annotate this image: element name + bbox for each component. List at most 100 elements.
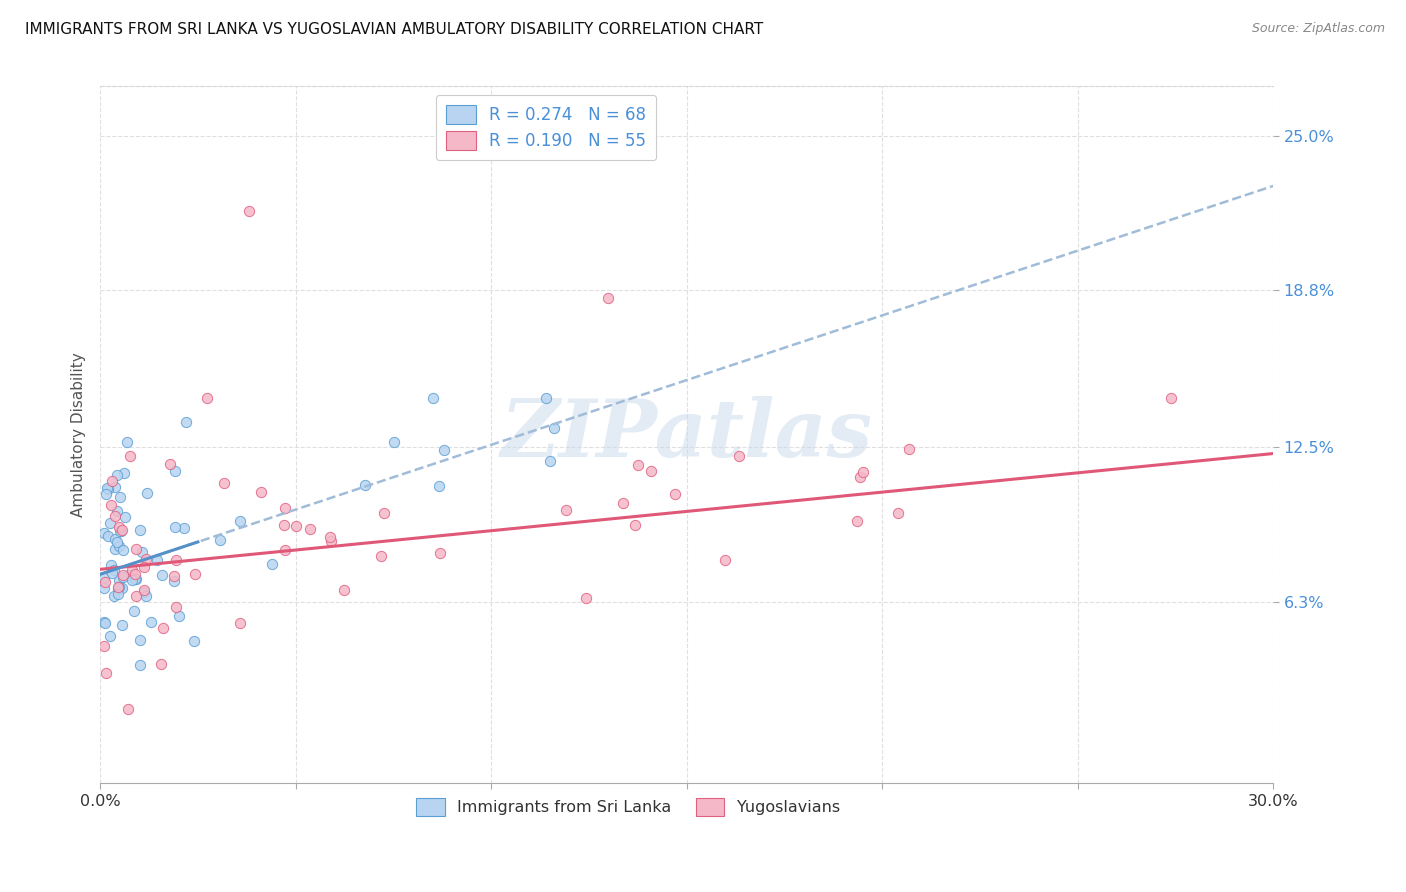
Point — [167, 608, 190, 623]
Point — [612, 496, 634, 510]
Point — [422, 391, 444, 405]
Point — [229, 514, 252, 528]
Point — [152, 621, 174, 635]
Point — [96, 487, 118, 501]
Point — [104, 480, 127, 494]
Point — [163, 569, 186, 583]
Point — [131, 544, 153, 558]
Point — [183, 633, 205, 648]
Point — [163, 574, 186, 588]
Point — [122, 603, 145, 617]
Y-axis label: Ambulatory Disability: Ambulatory Disability — [72, 352, 86, 517]
Point — [134, 560, 156, 574]
Point — [321, 534, 343, 549]
Point — [108, 520, 131, 534]
Point — [273, 518, 295, 533]
Point — [111, 581, 134, 595]
Point — [111, 617, 134, 632]
Point — [112, 570, 135, 584]
Point — [124, 589, 146, 603]
Point — [250, 485, 273, 500]
Legend: Immigrants from Sri Lanka, Yugoslavians: Immigrants from Sri Lanka, Yugoslavians — [408, 789, 848, 824]
Point — [97, 483, 120, 497]
Point — [105, 504, 128, 518]
Point — [97, 529, 120, 543]
Point — [150, 568, 173, 582]
Point — [105, 535, 128, 549]
Point — [108, 490, 131, 504]
Point — [129, 658, 152, 673]
Point — [110, 524, 132, 538]
Point — [150, 657, 173, 671]
Point — [128, 633, 150, 648]
Point — [429, 546, 451, 560]
Point — [298, 522, 321, 536]
Point — [898, 442, 921, 456]
Point — [1160, 391, 1182, 405]
Point — [121, 563, 143, 577]
Point — [117, 702, 139, 716]
Point — [93, 525, 115, 540]
Point — [111, 523, 134, 537]
Point — [598, 291, 620, 305]
Point — [887, 506, 910, 520]
Point — [274, 542, 297, 557]
Point — [98, 516, 121, 531]
Point — [96, 481, 118, 495]
Point — [107, 586, 129, 600]
Point — [427, 479, 450, 493]
Point — [124, 567, 146, 582]
Point — [845, 514, 868, 528]
Point — [627, 458, 650, 472]
Point — [108, 580, 131, 594]
Point — [125, 572, 148, 586]
Point — [575, 591, 598, 606]
Point — [212, 476, 235, 491]
Point — [120, 449, 142, 463]
Point — [664, 486, 686, 500]
Point — [105, 467, 128, 482]
Point — [262, 557, 284, 571]
Point — [112, 543, 135, 558]
Point — [114, 510, 136, 524]
Point — [319, 530, 342, 544]
Point — [382, 435, 405, 450]
Point — [124, 572, 146, 586]
Point — [93, 571, 115, 585]
Point — [555, 502, 578, 516]
Point — [100, 474, 122, 488]
Point — [165, 464, 187, 478]
Point — [108, 573, 131, 587]
Point — [112, 466, 135, 480]
Point — [159, 457, 181, 471]
Point — [848, 469, 870, 483]
Point — [103, 563, 125, 577]
Point — [165, 553, 187, 567]
Point — [136, 486, 159, 500]
Point — [100, 498, 122, 512]
Point — [543, 421, 565, 435]
Point — [165, 600, 187, 615]
Text: Source: ZipAtlas.com: Source: ZipAtlas.com — [1251, 22, 1385, 36]
Point — [184, 566, 207, 581]
Point — [353, 478, 375, 492]
Point — [100, 558, 122, 572]
Point — [274, 500, 297, 515]
Point — [333, 582, 356, 597]
Point — [93, 616, 115, 631]
Point — [128, 523, 150, 537]
Point — [727, 449, 749, 463]
Point — [121, 573, 143, 587]
Point — [534, 391, 557, 405]
Point — [108, 540, 131, 554]
Point — [135, 552, 157, 566]
Point — [538, 454, 561, 468]
Point — [624, 517, 647, 532]
Point — [285, 519, 308, 533]
Point — [640, 464, 662, 478]
Point — [208, 533, 231, 548]
Point — [195, 391, 218, 405]
Point — [93, 582, 115, 596]
Point — [125, 541, 148, 556]
Point — [93, 639, 115, 653]
